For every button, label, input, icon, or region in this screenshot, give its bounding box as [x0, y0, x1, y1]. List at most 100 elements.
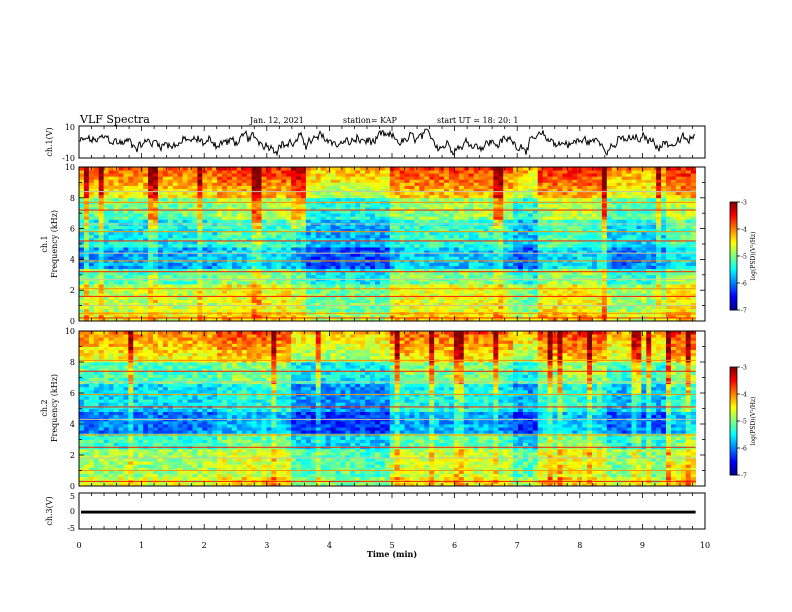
spectrogram-cell — [300, 305, 307, 310]
spectrogram-cell — [167, 176, 174, 180]
spectrogram-cell — [330, 167, 336, 171]
spectrogram-cell — [518, 240, 524, 245]
spectrogram-cell — [93, 237, 100, 242]
spectrogram-cell — [552, 240, 558, 245]
spectrogram-cell — [276, 314, 282, 319]
spectrogram-cell — [325, 228, 331, 233]
spectrogram-cell — [453, 237, 460, 242]
spectrogram-cell — [222, 231, 228, 236]
spectrogram-cell — [340, 179, 346, 183]
spectrogram-cell — [345, 290, 351, 294]
spectrogram-cell — [157, 244, 164, 248]
spectrogram-cell — [542, 296, 549, 300]
spectrogram-cell — [399, 167, 405, 171]
spectrogram-cell — [409, 210, 415, 214]
spectrogram-cell — [503, 305, 509, 310]
spectrogram-cell — [241, 179, 248, 183]
spectrogram-cell — [320, 253, 327, 257]
spectrogram-cell — [493, 197, 499, 202]
spectrogram-cell — [172, 203, 179, 208]
spectrogram-cell — [266, 216, 272, 220]
spectrogram-cell — [527, 265, 534, 270]
spectrogram-cell — [222, 210, 228, 214]
spectrogram-cell — [335, 271, 341, 276]
spectrogram-cell — [207, 176, 213, 180]
spectrogram-cell — [148, 207, 154, 211]
spectrogram-cell — [493, 302, 499, 306]
spectrogram-cell — [542, 167, 549, 171]
spectrogram-cell — [488, 176, 494, 180]
spectrogram-cell — [448, 299, 455, 303]
spectrogram-cell — [310, 188, 317, 193]
spectrogram-cell — [330, 185, 336, 189]
spectrogram-cell — [98, 213, 105, 217]
spectrogram-cell — [296, 213, 302, 217]
spectrogram-cell — [424, 262, 430, 266]
spectrogram-cell — [325, 188, 331, 193]
spectrogram-cell — [325, 274, 331, 279]
spectrogram-cell — [148, 274, 154, 279]
spectrogram-cell — [138, 299, 144, 303]
spectrogram-cell — [118, 185, 124, 189]
spectrogram-cell — [177, 250, 183, 254]
spectrogram-cell — [439, 244, 445, 248]
spectrogram-cell — [162, 237, 169, 242]
spectrogram-cell — [379, 290, 386, 294]
spectrogram-cell — [527, 216, 534, 220]
spectrogram-cell — [532, 274, 539, 279]
spectrogram-cell — [518, 284, 524, 288]
spectrogram-cell — [133, 302, 139, 306]
spectrogram-cell — [488, 240, 494, 245]
spectrogram-cell — [498, 191, 504, 196]
spectrogram-cell — [162, 179, 169, 183]
spectrogram-cell — [241, 234, 248, 239]
spectrogram-cell — [157, 262, 164, 266]
spectrogram-cell — [296, 228, 302, 233]
spectrogram-cell — [83, 167, 90, 171]
spectrogram-cell — [79, 234, 85, 239]
spectrogram-cell — [389, 250, 396, 254]
spectrogram-cell — [518, 203, 524, 208]
spectrogram-cell — [167, 240, 174, 245]
spectrogram-cell — [468, 284, 475, 288]
spectrogram-cell — [217, 271, 223, 276]
spectrogram-cell — [547, 179, 553, 183]
spectrogram-cell — [108, 203, 114, 208]
spectrogram-cell — [300, 182, 307, 186]
spectrogram-cell — [409, 240, 415, 245]
spectrogram-cell — [355, 250, 361, 254]
spectrogram-cell — [508, 240, 514, 245]
spectrogram-cell — [157, 197, 164, 202]
spectrogram-cell — [256, 293, 262, 297]
spectrogram-cell — [192, 305, 198, 310]
spectrogram-cell — [157, 237, 164, 242]
spectrogram-cell — [493, 188, 499, 193]
spectrogram-cell — [236, 240, 243, 245]
spectrogram-cell — [93, 203, 100, 208]
spectrogram-cell — [167, 228, 174, 233]
spectrogram-cell — [532, 176, 539, 180]
spectrogram-cell — [300, 302, 307, 306]
spectrogram-cell — [345, 185, 351, 189]
spectrogram-cell — [281, 268, 287, 273]
spectrogram-cell — [88, 240, 95, 245]
spectrogram-cell — [424, 191, 430, 196]
spectrogram-cell — [330, 240, 336, 245]
spectrogram-cell — [527, 207, 534, 211]
spectrogram-cell — [246, 182, 253, 186]
spectrogram-cell — [409, 194, 415, 199]
spectrogram-cell — [300, 296, 307, 300]
spectrogram-cell — [552, 170, 558, 174]
spectrogram-cell — [192, 173, 198, 177]
spectrogram-cell — [271, 256, 277, 260]
spectrogram-cell — [133, 268, 139, 273]
spectrogram-cell — [399, 244, 405, 248]
spectrogram-cell — [473, 173, 479, 177]
spectrogram-cell — [261, 305, 267, 310]
spectrogram-cell — [143, 262, 149, 266]
spectrogram-cell — [152, 167, 159, 171]
spectrogram-cell — [488, 170, 494, 174]
spectrogram-cell — [404, 191, 410, 196]
spectrogram-cell — [409, 293, 415, 297]
spectrogram-cell — [478, 244, 484, 248]
